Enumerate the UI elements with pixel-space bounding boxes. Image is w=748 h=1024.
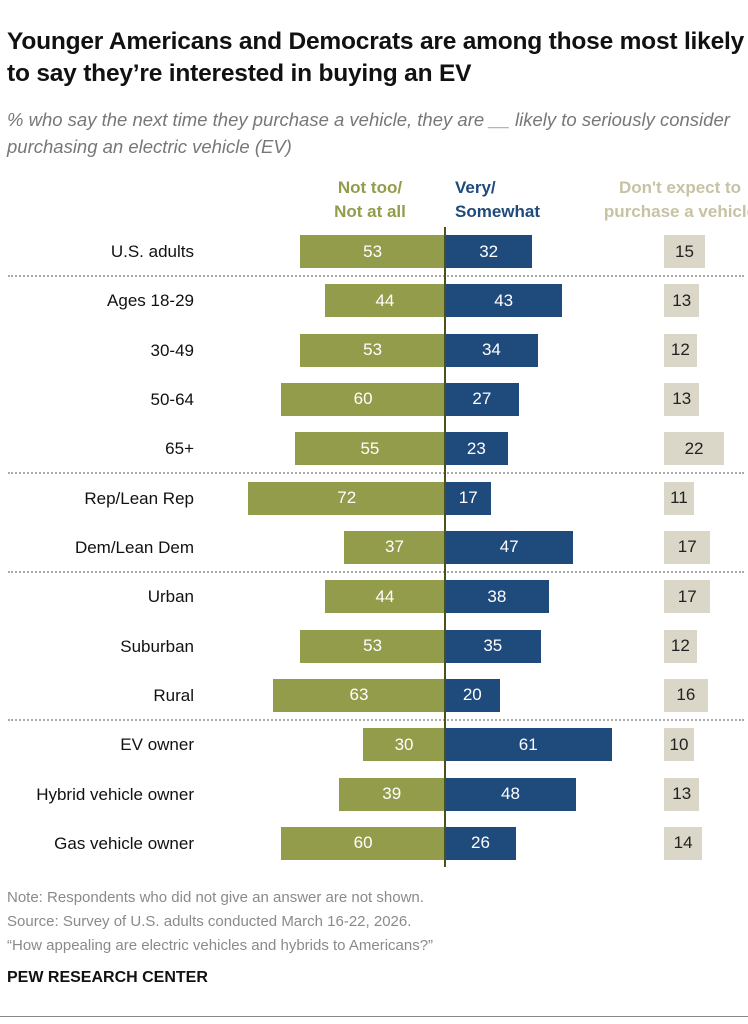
bar-likely: 43 [445,284,563,318]
zero-axis-line [444,227,446,867]
bar-not-likely: 53 [300,629,445,663]
bar-not-likely: 55 [294,432,445,466]
chart-subtitle: % who say the next time they purchase a … [7,109,730,157]
bar-not-likely: 53 [300,235,445,268]
bar-not-likely: 60 [281,382,445,416]
bar-not-likely: 39 [338,777,445,811]
bar-likely: 23 [445,432,508,466]
bar-not-likely: 37 [343,530,445,564]
bar-not-likely: 44 [324,580,445,614]
row-label: 30-49 [150,340,194,360]
row-label: U.S. adults [110,242,194,261]
bar-likely: 61 [445,728,612,762]
group-separator [8,471,744,474]
legend-not-likely-line1: Not too/ [337,178,403,197]
row-label: Suburban [120,636,194,656]
legend-no-purchase: Don't expect to purchase a vehicle [600,176,748,224]
bar-likely: 26 [445,826,516,860]
brand-label: PEW RESEARCH CENTER [7,969,208,986]
box-no-purchase: 14 [664,826,703,860]
bar-likely: 17 [445,481,492,515]
box-no-purchase: 13 [664,777,700,811]
legend-not-likely: Not too/ Not at all [300,176,440,224]
row-label: Rep/Lean Rep [84,488,194,508]
source-text: Source: Survey of U.S. adults conducted … [7,913,412,930]
legend-no-purchase-line1: Don't expect to [618,178,742,197]
bar-likely: 27 [445,382,519,416]
group-separator [8,570,744,573]
row-label: Ages 18-29 [107,291,194,311]
bottom-rule [0,1016,748,1017]
bar-not-likely: 60 [281,826,445,860]
bar-likely: 20 [445,678,500,712]
bar-likely: 35 [445,629,541,663]
bar-likely: 32 [445,235,533,268]
box-no-purchase: 12 [664,333,697,367]
row-label: EV owner [120,735,194,755]
row-label: Hybrid vehicle owner [36,784,194,804]
row-label: Rural [153,685,194,705]
bar-likely: 38 [445,580,549,614]
bar-likely: 48 [445,777,577,811]
legend-not-likely-line2: Not at all [334,202,406,221]
bar-not-likely: 30 [363,728,445,762]
group-separator [8,718,744,721]
bar-not-likely: 44 [324,284,445,318]
box-no-purchase: 16 [664,678,708,712]
legend-likely: Very/ Somewhat [455,176,595,224]
box-no-purchase: 11 [664,481,695,515]
chart-title: Younger Americans and Democrats are amon… [7,28,745,87]
row-label: Urban [147,587,194,607]
box-no-purchase: 15 [664,235,705,268]
group-separator [8,274,744,277]
legend-likely-line2: Somewhat [455,202,541,221]
box-no-purchase: 13 [664,284,700,318]
legend-no-purchase-line2: purchase a vehicle [603,202,748,221]
bar-likely: 34 [445,333,538,367]
box-no-purchase: 12 [664,629,697,663]
bar-likely: 47 [445,530,574,564]
legend-likely-line1: Very/ [455,178,496,197]
bar-not-likely: 63 [273,678,445,712]
row-label: 65+ [165,439,194,459]
box-no-purchase: 10 [664,728,694,762]
bar-not-likely: 53 [300,333,445,367]
bar-not-likely: 72 [248,481,445,515]
box-no-purchase: 13 [664,382,700,416]
report-title-text: “How appealing are electric vehicles and… [7,937,434,954]
box-no-purchase: 17 [664,530,711,564]
row-label: 50-64 [150,389,194,409]
note-text: Note: Respondents who did not give an an… [7,889,424,906]
row-label: Dem/Lean Dem [74,537,194,557]
box-no-purchase: 17 [664,580,711,614]
row-label: Gas vehicle owner [54,833,194,853]
box-no-purchase: 22 [664,432,725,466]
